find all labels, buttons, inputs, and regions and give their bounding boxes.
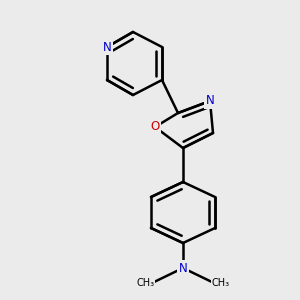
Text: N: N xyxy=(178,262,188,275)
Text: CH₃: CH₃ xyxy=(136,278,155,288)
Text: N: N xyxy=(103,40,111,53)
Text: CH₃: CH₃ xyxy=(212,278,230,288)
Text: O: O xyxy=(150,121,160,134)
Text: N: N xyxy=(206,94,214,107)
